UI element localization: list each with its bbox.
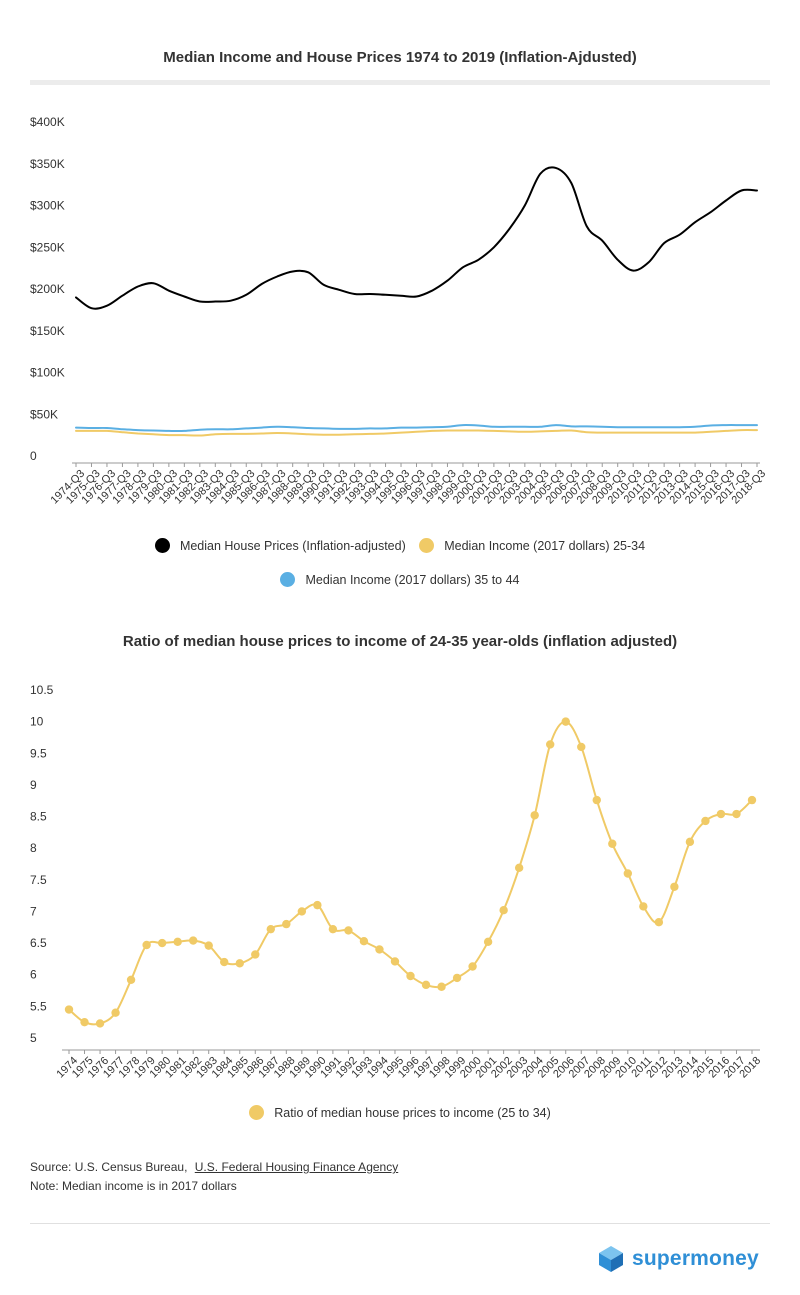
y-tick-label: 0 [30,449,37,463]
legend-label: Median Income (2017 dollars) 35 to 44 [305,572,520,587]
y-tick-label: 5.5 [30,999,47,1013]
data-point[interactable] [328,924,338,934]
data-point[interactable] [639,902,648,911]
chart1-legend-row2: Median Income (2017 dollars) 35 to 44 [0,572,800,590]
legend-item-income-25-34[interactable]: Median Income (2017 dollars) 25-34 [419,538,645,553]
chart1-title: Median Income and House Prices 1974 to 2… [163,49,637,66]
y-tick-label: $250K [30,240,65,254]
source-link[interactable]: U.S. Federal Housing Finance Agency [194,1160,399,1174]
legend-item-house-prices[interactable]: Median House Prices (Inflation-adjusted) [154,538,406,553]
series-line-2 [75,429,758,437]
y-tick-label: 10 [30,715,44,729]
data-point[interactable] [406,971,415,981]
data-point[interactable] [592,795,601,805]
data-point[interactable] [390,957,400,966]
data-point[interactable] [608,839,617,848]
data-point[interactable] [375,945,384,954]
data-point[interactable] [95,1019,105,1028]
legend-label: Median House Prices (Inflation-adjusted) [179,538,406,553]
data-point[interactable] [452,973,462,983]
data-point[interactable] [670,882,679,891]
chart2-title: Ratio of median house prices to income o… [122,633,678,650]
data-point[interactable] [701,816,710,826]
data-point[interactable] [530,811,539,820]
income-note: Note: Median income is in 2017 dollars [30,1179,237,1193]
y-tick-label: $350K [30,157,65,171]
y-tick-label: 9 [30,778,37,792]
legend-label: Ratio of median house prices to income (… [274,1105,551,1120]
data-point[interactable] [80,1017,89,1027]
data-point[interactable] [546,740,555,749]
data-point[interactable] [561,717,570,726]
legend-item-income-35-44[interactable]: Median Income (2017 dollars) 35 to 44 [280,572,520,587]
data-point[interactable] [313,900,322,910]
data-point[interactable] [142,940,151,950]
y-tick-label: 7.5 [30,873,47,887]
series-line-3 [75,424,758,433]
legend-dot-blue [280,572,296,587]
chart2-legend: Ratio of median house prices to income (… [0,1105,800,1123]
data-point[interactable] [747,795,757,805]
data-point[interactable] [64,1005,74,1014]
chart1-legend-row1: Median House Prices (Inflation-adjusted)… [0,538,800,556]
cube-icon [599,1246,623,1272]
data-point[interactable] [266,924,275,934]
y-tick-label: 7 [30,904,37,918]
data-point[interactable] [468,962,477,971]
data-point[interactable] [483,937,493,947]
data-point[interactable] [235,959,244,968]
data-point[interactable] [188,936,198,945]
series-line-1 [75,166,758,310]
data-point[interactable] [654,918,664,927]
chart2-plot: 55.566.577.588.599.51010.519741975197619… [30,683,763,1081]
legend-dot-yellow [419,538,435,553]
y-tick-label: $300K [30,199,65,213]
legend-dot-yellow [249,1105,265,1120]
data-point[interactable] [344,926,353,935]
data-point[interactable] [157,938,167,948]
y-tick-label: 6.5 [30,936,47,950]
source-label: Source: U.S. Census Bureau, [30,1160,188,1174]
chart1-divider [30,80,770,85]
data-point[interactable] [220,957,229,967]
data-point[interactable] [716,809,726,819]
data-point[interactable] [111,1008,120,1017]
y-tick-label: 5 [30,1031,37,1045]
data-point[interactable] [173,937,182,947]
data-point[interactable] [282,919,291,929]
y-tick-label: $400K [30,115,65,129]
data-point[interactable] [514,863,524,872]
data-point[interactable] [623,869,633,878]
y-tick-label: 10.5 [30,683,54,697]
data-point[interactable] [251,950,260,959]
y-tick-label: $50K [30,407,58,421]
data-point[interactable] [685,837,695,847]
y-tick-label: 6 [30,968,37,982]
y-tick-label: 8 [30,841,37,855]
y-tick-label: $100K [30,366,65,380]
data-point[interactable] [297,907,307,916]
y-tick-label: $200K [30,282,65,296]
y-tick-label: $150K [30,324,65,338]
data-point[interactable] [126,975,136,984]
data-point[interactable] [732,809,741,819]
data-point[interactable] [577,742,586,752]
legend-label: Median Income (2017 dollars) 25-34 [444,538,646,553]
brand-name: supermoney [632,1247,759,1270]
legend-dot-black [154,538,170,553]
chart1-plot: 0 $50K $100K $150K $200K $250K $300K $350K $400K… [30,115,768,506]
footer-divider [30,1223,770,1224]
source-notes: Source: U.S. Census Bureau, U.S. Federal… [30,1158,398,1196]
y-tick-label: 9.5 [30,746,47,760]
data-point[interactable] [437,982,446,991]
legend-item-ratio[interactable]: Ratio of median house prices to income (… [249,1105,551,1120]
data-point[interactable] [204,941,213,950]
data-point[interactable] [499,905,508,915]
data-point[interactable] [421,980,431,990]
y-tick-label: 8.5 [30,810,47,824]
data-point[interactable] [359,936,369,946]
supermoney-logo[interactable]: supermoney [596,1244,759,1274]
